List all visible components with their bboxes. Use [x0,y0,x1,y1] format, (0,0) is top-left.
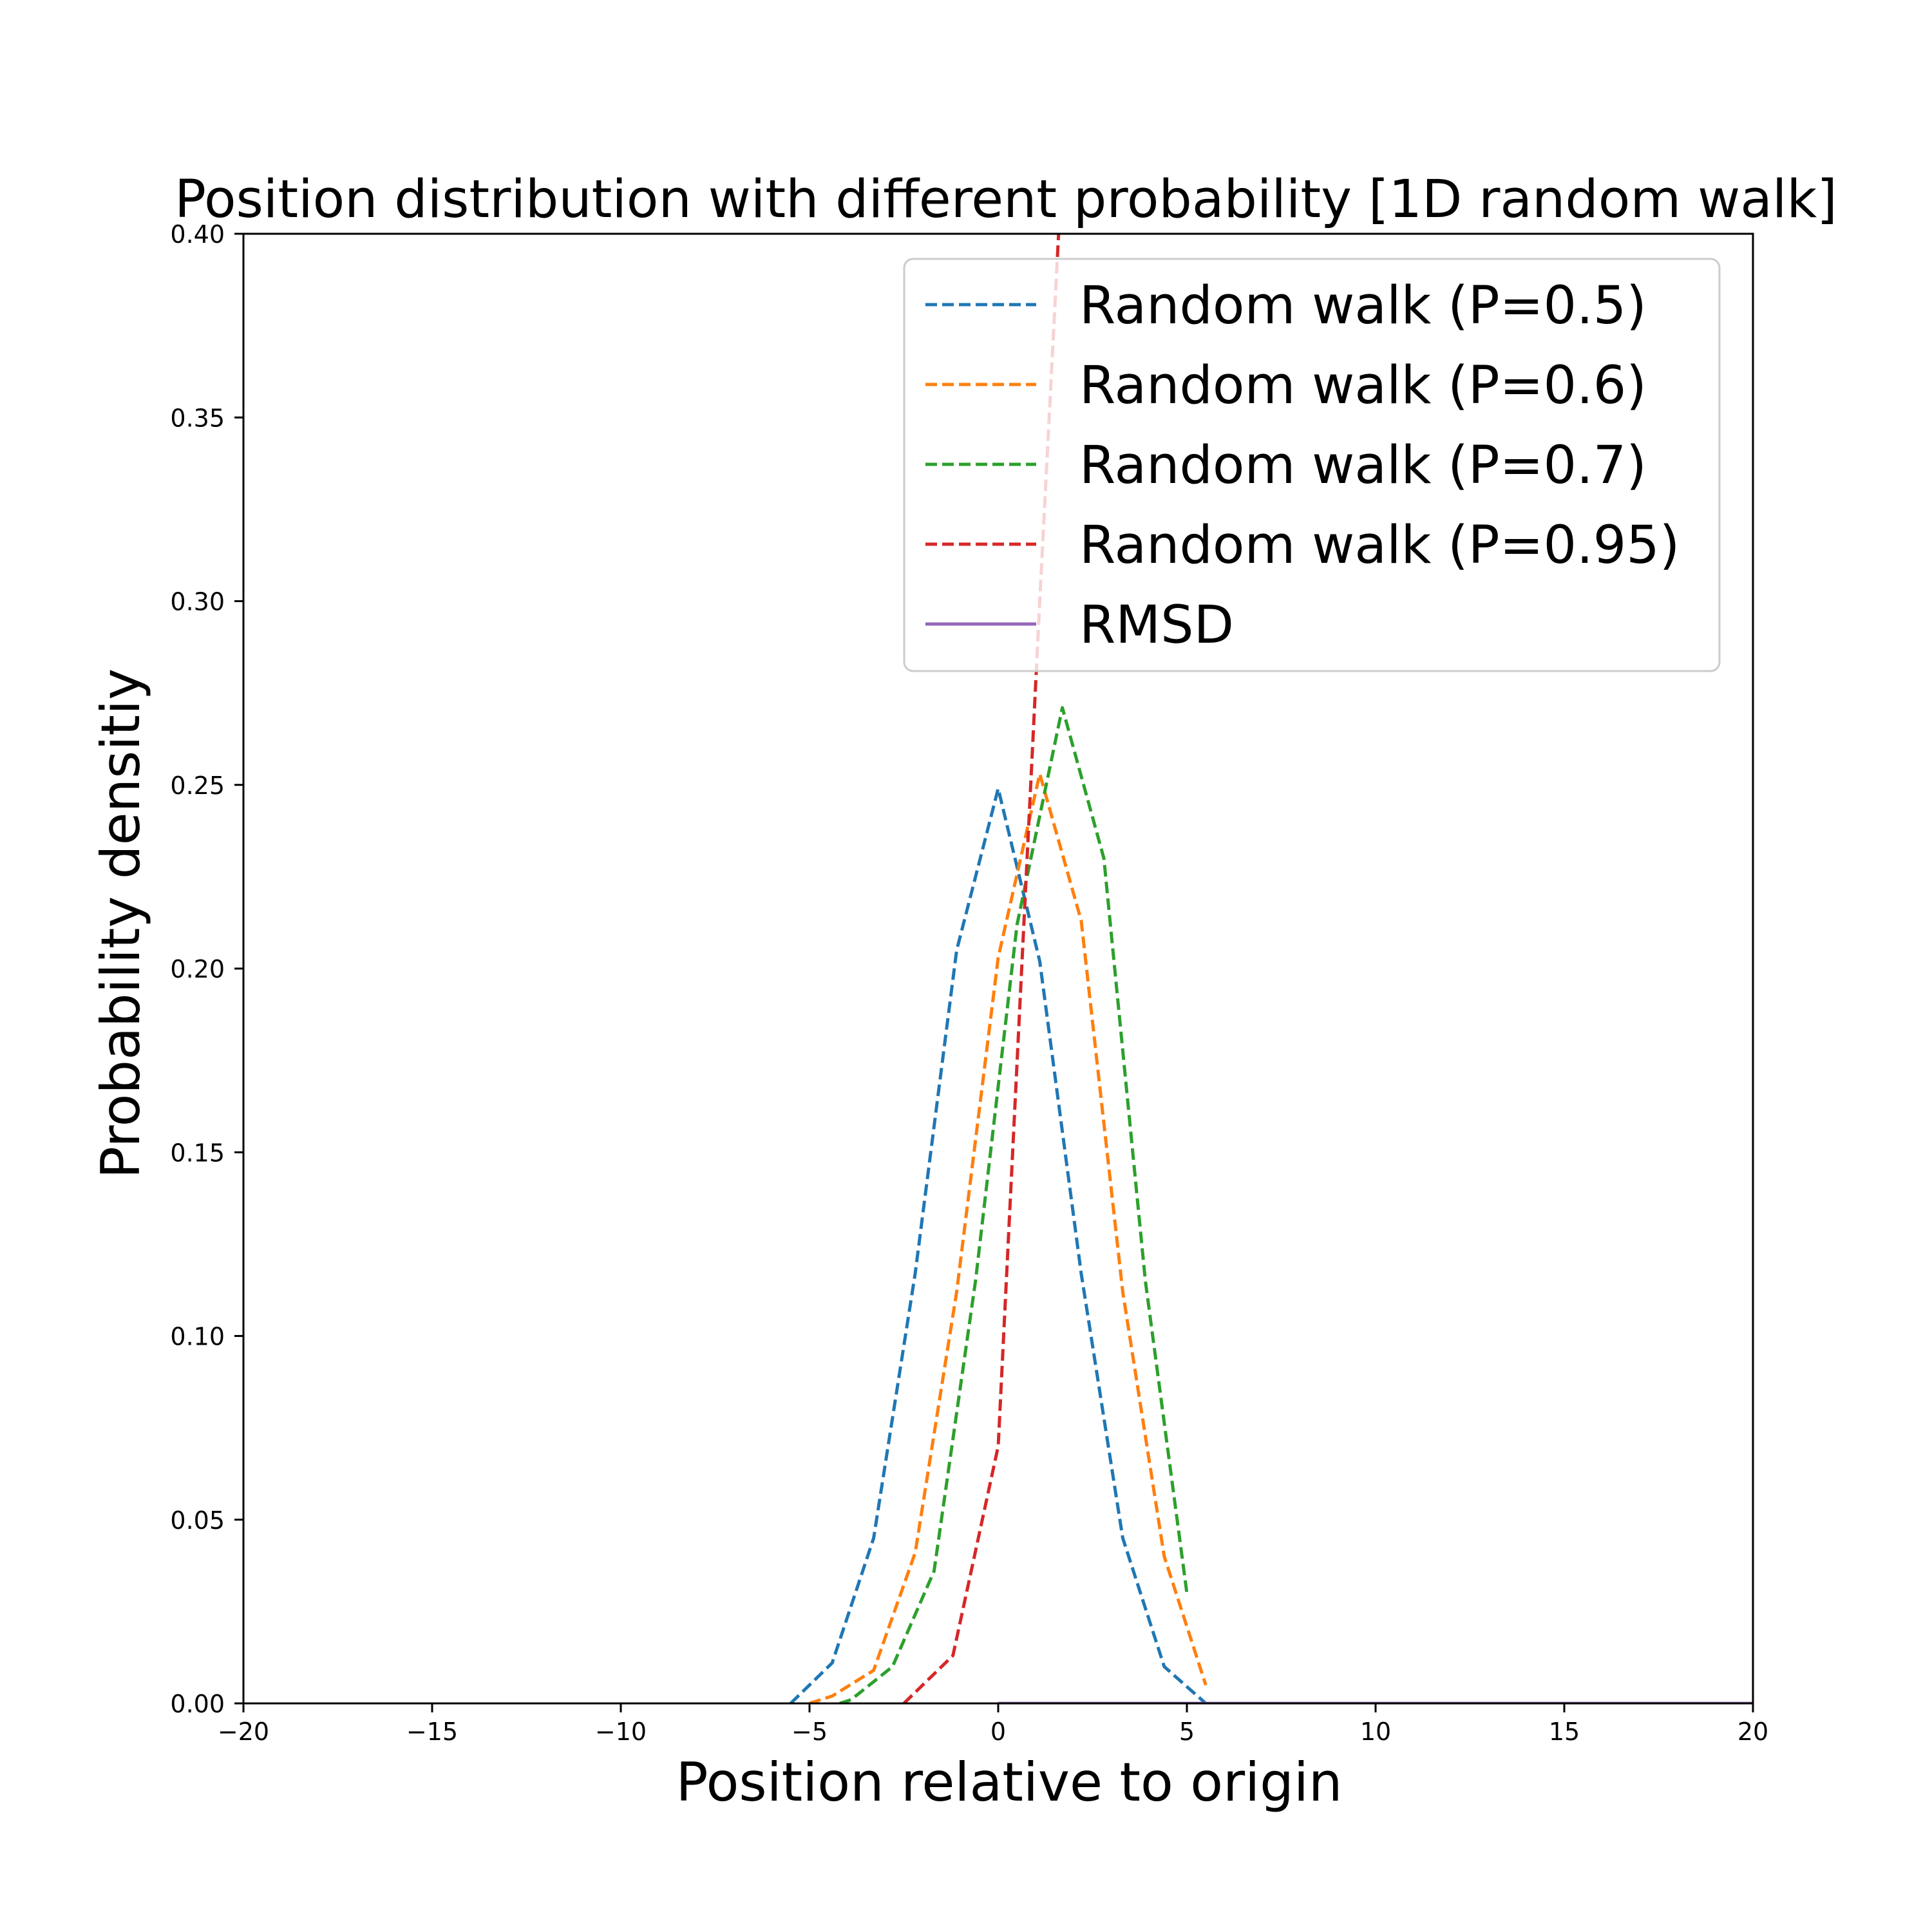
y-tick-label: 0.15 [170,1139,225,1167]
y-tick-label: 0.25 [170,772,225,800]
x-tick-label: 20 [1738,1718,1768,1746]
legend: Random walk (P=0.5) Random walk (P=0.6) Ra… [903,258,1721,672]
chart-title: Position distribution with different pro… [175,169,1837,230]
y-tick-label: 0.20 [170,955,225,983]
axes: −20 −15 −10 −5 0 5 10 15 20 0.00 0.05 0.10 0.15 0.20 0… [170,220,1768,1746]
y-tick-label: 0.10 [170,1323,225,1351]
y-tick-label: 0.35 [170,404,225,432]
x-axis-label: Position relative to origin [676,1751,1342,1814]
y-axis-label: Probability densitiy [90,668,152,1179]
series-line-2 [809,772,1208,1703]
legend-entry-label: Random walk (P=0.5) [1079,276,1647,336]
x-tick-label: −5 [791,1718,828,1746]
x-tick-label: −10 [595,1718,647,1746]
legend-entry-label: RMSD [1079,595,1234,656]
legend-entry-label: Random walk (P=0.7) [1079,435,1647,496]
y-tick-label: 0.05 [170,1506,225,1535]
legend-entry-label: Random walk (P=0.95) [1079,515,1680,576]
legend-box [903,258,1721,672]
plot-area [789,234,1753,1703]
x-tick-label: 10 [1360,1718,1391,1746]
y-tick-label: 0.40 [170,220,225,249]
x-tick-label: 5 [1179,1718,1195,1746]
series-lines [789,234,1753,1703]
x-tick-label: 0 [990,1718,1006,1746]
legend-entry-label: Random walk (P=0.6) [1079,355,1647,416]
y-tick-label: 0.00 [170,1690,225,1718]
x-tick-label: 15 [1549,1718,1580,1746]
x-tick-label: −15 [406,1718,458,1746]
y-tick-label: 0.30 [170,588,225,616]
x-tick-label: −20 [218,1718,269,1746]
series-line-3 [839,706,1189,1703]
